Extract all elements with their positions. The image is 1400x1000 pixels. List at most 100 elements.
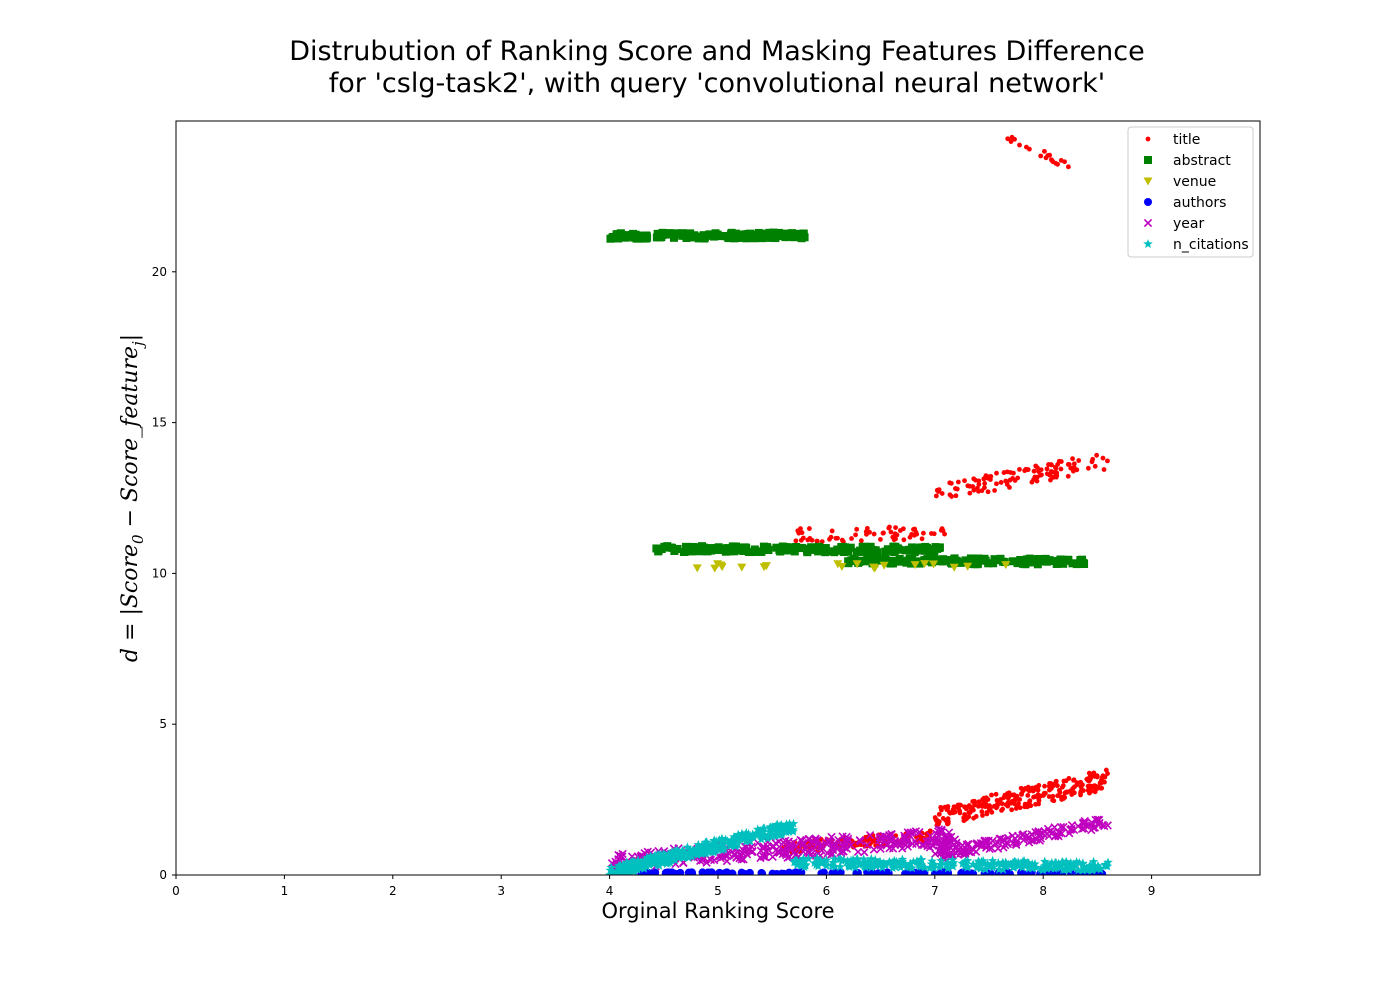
- year-point: [702, 858, 711, 867]
- year-point: [1019, 835, 1028, 845]
- legend-label-n_citations: n_citations: [1173, 237, 1249, 253]
- title-point: [1085, 465, 1091, 471]
- venue-point: [879, 561, 889, 570]
- year-point: [964, 839, 973, 849]
- title-point: [806, 526, 812, 531]
- year-point: [759, 842, 768, 851]
- title-point: [1071, 777, 1077, 783]
- abstract-point: [814, 542, 823, 551]
- series-abstract: [606, 228, 1089, 569]
- abstract-point: [766, 229, 775, 238]
- title-point: [1046, 794, 1052, 799]
- n_citations-point: [629, 857, 640, 867]
- n_citations-point: [660, 856, 670, 866]
- title-point: [900, 526, 906, 532]
- title-point: [814, 538, 820, 544]
- n_citations-point: [703, 846, 713, 856]
- title-point: [1092, 788, 1098, 794]
- year-point: [747, 842, 756, 851]
- n_citations-point: [829, 854, 840, 864]
- legend: title abstract venue authors year n_citations: [1127, 126, 1254, 258]
- venue-point: [869, 563, 879, 572]
- x-tick-label: 2: [389, 884, 397, 898]
- authors-point: [785, 868, 794, 875]
- abstract-point: [846, 543, 855, 552]
- title-point: [971, 476, 977, 482]
- n_citations-point: [650, 850, 661, 860]
- abstract-point: [716, 232, 725, 241]
- n_citations-point: [653, 849, 663, 859]
- year-point: [887, 830, 896, 839]
- n_citations-point: [663, 856, 673, 866]
- n_citations-point: [906, 858, 916, 868]
- title-point: [1030, 788, 1036, 794]
- title-point: [1050, 474, 1056, 480]
- n_citations-point: [809, 858, 820, 868]
- abstract-point: [844, 557, 853, 566]
- n_citations-point: [1073, 865, 1083, 875]
- n_citations-point: [706, 840, 717, 850]
- n_citations-point: [623, 868, 633, 875]
- abstract-point: [682, 543, 691, 552]
- n_citations-point: [693, 839, 704, 849]
- x-tick-label: 9: [1148, 884, 1156, 898]
- title-point: [992, 488, 998, 493]
- n_citations-point: [815, 855, 825, 865]
- title-point: [970, 484, 976, 489]
- title-point: [1047, 152, 1053, 158]
- year-point: [783, 853, 792, 862]
- n_citations-point: [927, 859, 937, 869]
- abstract-point: [759, 542, 768, 551]
- year-point: [986, 843, 996, 852]
- abstract-point: [996, 554, 1005, 563]
- title-point: [1008, 139, 1014, 144]
- abstract-point: [686, 229, 695, 238]
- n_citations-point: [794, 857, 805, 867]
- title-point: [1092, 463, 1098, 469]
- title-point: [940, 816, 946, 821]
- title-point: [1065, 164, 1071, 170]
- abstract-point: [915, 559, 924, 568]
- abstract-point: [1034, 554, 1043, 563]
- title-point: [1013, 806, 1019, 811]
- n_citations-point: [854, 860, 865, 870]
- n_citations-point: [919, 862, 930, 872]
- n_citations-point: [852, 855, 862, 865]
- n_citations-point: [729, 832, 739, 841]
- n_citations-point: [900, 859, 911, 869]
- n_citations-point: [1093, 860, 1103, 870]
- year-point: [771, 839, 780, 848]
- title-point: [894, 532, 900, 538]
- abstract-point: [1059, 559, 1068, 568]
- n_citations-point: [685, 844, 696, 854]
- abstract-point: [804, 544, 813, 553]
- title-point: [1027, 798, 1033, 804]
- abstract-point: [1025, 554, 1034, 563]
- n_citations-point: [936, 855, 946, 865]
- abstract-point: [970, 560, 979, 569]
- y-axis-label: d = |Score0 − Score_featurej|: [118, 334, 147, 662]
- year-point: [875, 836, 884, 845]
- abstract-point: [893, 544, 902, 553]
- n_citations-point: [646, 857, 657, 867]
- n_citations-point: [683, 852, 694, 862]
- title-point: [1038, 153, 1044, 159]
- legend-marker-venue: [1143, 177, 1153, 186]
- title-point: [853, 532, 858, 538]
- year-point: [944, 828, 954, 837]
- n_citations-point: [672, 845, 682, 855]
- abstract-point: [1072, 560, 1081, 569]
- n_citations-point: [677, 845, 687, 855]
- year-point: [824, 838, 833, 847]
- abstract-point: [974, 554, 983, 563]
- venue-point: [837, 562, 847, 571]
- n_citations-point: [963, 862, 973, 872]
- n_citations-point: [767, 821, 777, 831]
- authors-point: [852, 869, 861, 875]
- n_citations-point: [786, 821, 796, 831]
- title-point: [962, 478, 967, 484]
- title-point: [1049, 469, 1055, 475]
- n_citations-point: [667, 849, 677, 859]
- title-point: [893, 525, 898, 531]
- n_citations-point: [1024, 858, 1034, 868]
